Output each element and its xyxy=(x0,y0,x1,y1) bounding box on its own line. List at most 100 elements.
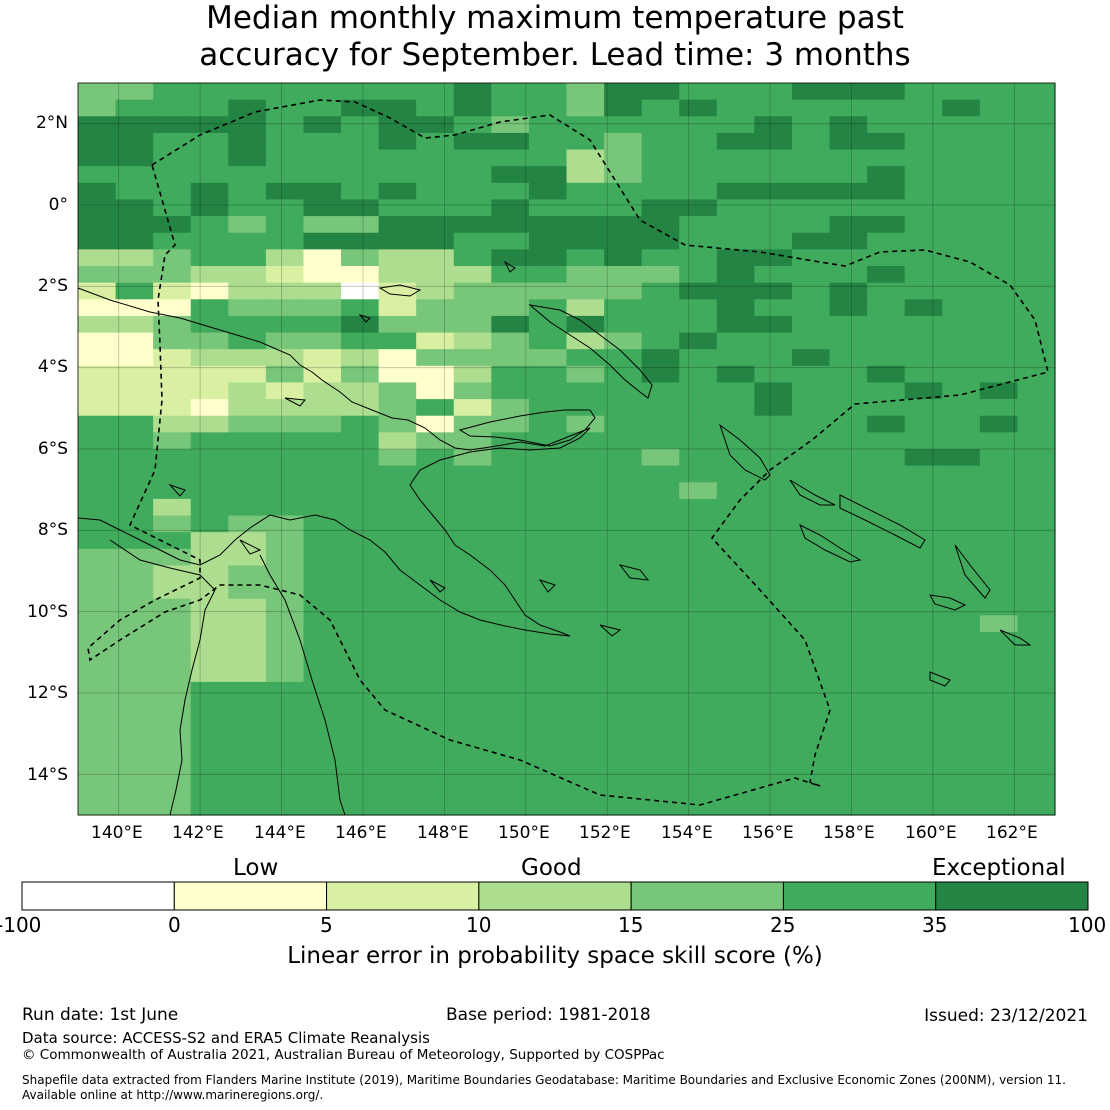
grid-cell xyxy=(1017,216,1056,234)
grid-cell xyxy=(754,116,793,134)
grid-cell xyxy=(904,632,943,650)
grid-cell xyxy=(453,731,492,750)
grid-cell xyxy=(153,282,192,300)
grid-cell xyxy=(528,615,568,633)
grid-cell xyxy=(604,282,643,300)
grid-cell xyxy=(904,798,943,816)
grid-cell xyxy=(78,99,117,117)
grid-cell xyxy=(78,665,117,683)
grid-cell xyxy=(679,166,718,184)
grid-cell xyxy=(942,182,981,201)
grid-cell xyxy=(604,99,643,117)
grid-cell xyxy=(716,432,755,450)
grid-cell xyxy=(115,565,154,583)
colorbar-tick: 10 xyxy=(466,913,492,937)
grid-cell xyxy=(867,132,906,151)
grid-cell xyxy=(491,615,530,633)
grid-cell xyxy=(754,315,793,334)
grid-cell xyxy=(341,99,380,117)
grid-cell xyxy=(716,415,755,433)
grid-cell xyxy=(378,266,417,284)
grid-cell xyxy=(153,266,192,284)
grid-cell xyxy=(1017,182,1056,201)
grid-cell xyxy=(1017,282,1056,300)
grid-cell xyxy=(528,515,568,533)
grid-cell xyxy=(641,681,680,700)
grid-cell xyxy=(341,132,380,151)
grid-cell xyxy=(453,83,492,101)
grid-cell xyxy=(641,232,680,250)
grid-cell xyxy=(528,399,568,417)
colorbar-tick: -100 xyxy=(0,913,42,937)
grid-cell xyxy=(867,482,906,500)
grid-cell xyxy=(829,232,868,250)
grid-cell xyxy=(942,532,981,550)
grid-cell xyxy=(265,781,305,799)
grid-cell xyxy=(190,132,229,151)
grid-cell xyxy=(491,765,530,783)
grid-cell xyxy=(341,382,380,400)
grid-cell xyxy=(566,798,605,816)
grid-cell xyxy=(528,449,568,467)
grid-cell xyxy=(1017,83,1056,101)
grid-cell xyxy=(942,648,981,666)
grid-cell xyxy=(754,681,793,700)
grid-cell xyxy=(679,748,718,766)
grid-cell xyxy=(265,349,305,367)
grid-cell xyxy=(416,182,455,201)
grid-cell xyxy=(265,482,305,500)
colorbar-tick: 5 xyxy=(320,913,333,937)
grid-cell xyxy=(829,199,868,217)
grid-cell xyxy=(491,332,530,350)
grid-cell xyxy=(829,632,868,650)
grid-cell xyxy=(716,765,755,783)
lon-label: 140°E xyxy=(91,823,143,843)
grid-cell xyxy=(228,415,267,433)
grid-cell xyxy=(341,632,380,650)
grid-cell xyxy=(867,282,906,300)
grid-cell xyxy=(228,266,267,284)
grid-cell xyxy=(378,349,417,367)
grid-cell xyxy=(791,382,831,400)
grid-cell xyxy=(791,781,831,799)
grid-cell xyxy=(791,798,831,816)
grid-cell xyxy=(679,99,718,117)
grid-cell xyxy=(78,365,117,384)
grid-cell xyxy=(153,182,192,201)
grid-cell xyxy=(341,232,380,250)
grid-cell xyxy=(867,266,906,284)
grid-cell xyxy=(604,532,643,550)
grid-cell xyxy=(566,149,605,167)
grid-cell xyxy=(78,449,117,467)
grid-cell xyxy=(416,332,455,350)
grid-cell xyxy=(829,465,868,483)
grid-cell xyxy=(491,731,530,750)
grid-cell xyxy=(829,765,868,783)
grid-cell xyxy=(303,83,342,101)
category-low: Low xyxy=(233,855,279,881)
grid-cell xyxy=(641,665,680,683)
grid-cell xyxy=(378,582,417,600)
grid-cell xyxy=(115,415,154,433)
grid-cell xyxy=(378,99,417,117)
grid-cell xyxy=(641,166,680,184)
grid-cell xyxy=(453,399,492,417)
grid-cell xyxy=(604,449,643,467)
grid-cell xyxy=(115,266,154,284)
grid-cell xyxy=(867,299,906,317)
grid-cell xyxy=(341,282,380,300)
grid-cell xyxy=(78,166,117,184)
grid-cell xyxy=(190,731,229,750)
grid-cell xyxy=(265,698,305,716)
grid-cell xyxy=(829,132,868,151)
grid-cell xyxy=(78,332,117,350)
grid-cell xyxy=(679,449,718,467)
grid-cell xyxy=(566,332,605,350)
grid-cell xyxy=(303,166,342,184)
grid-cell xyxy=(754,781,793,799)
grid-cell xyxy=(115,698,154,716)
grid-cell xyxy=(716,199,755,217)
grid-cell xyxy=(378,465,417,483)
grid-cell xyxy=(904,548,943,567)
grid-cell xyxy=(341,182,380,201)
